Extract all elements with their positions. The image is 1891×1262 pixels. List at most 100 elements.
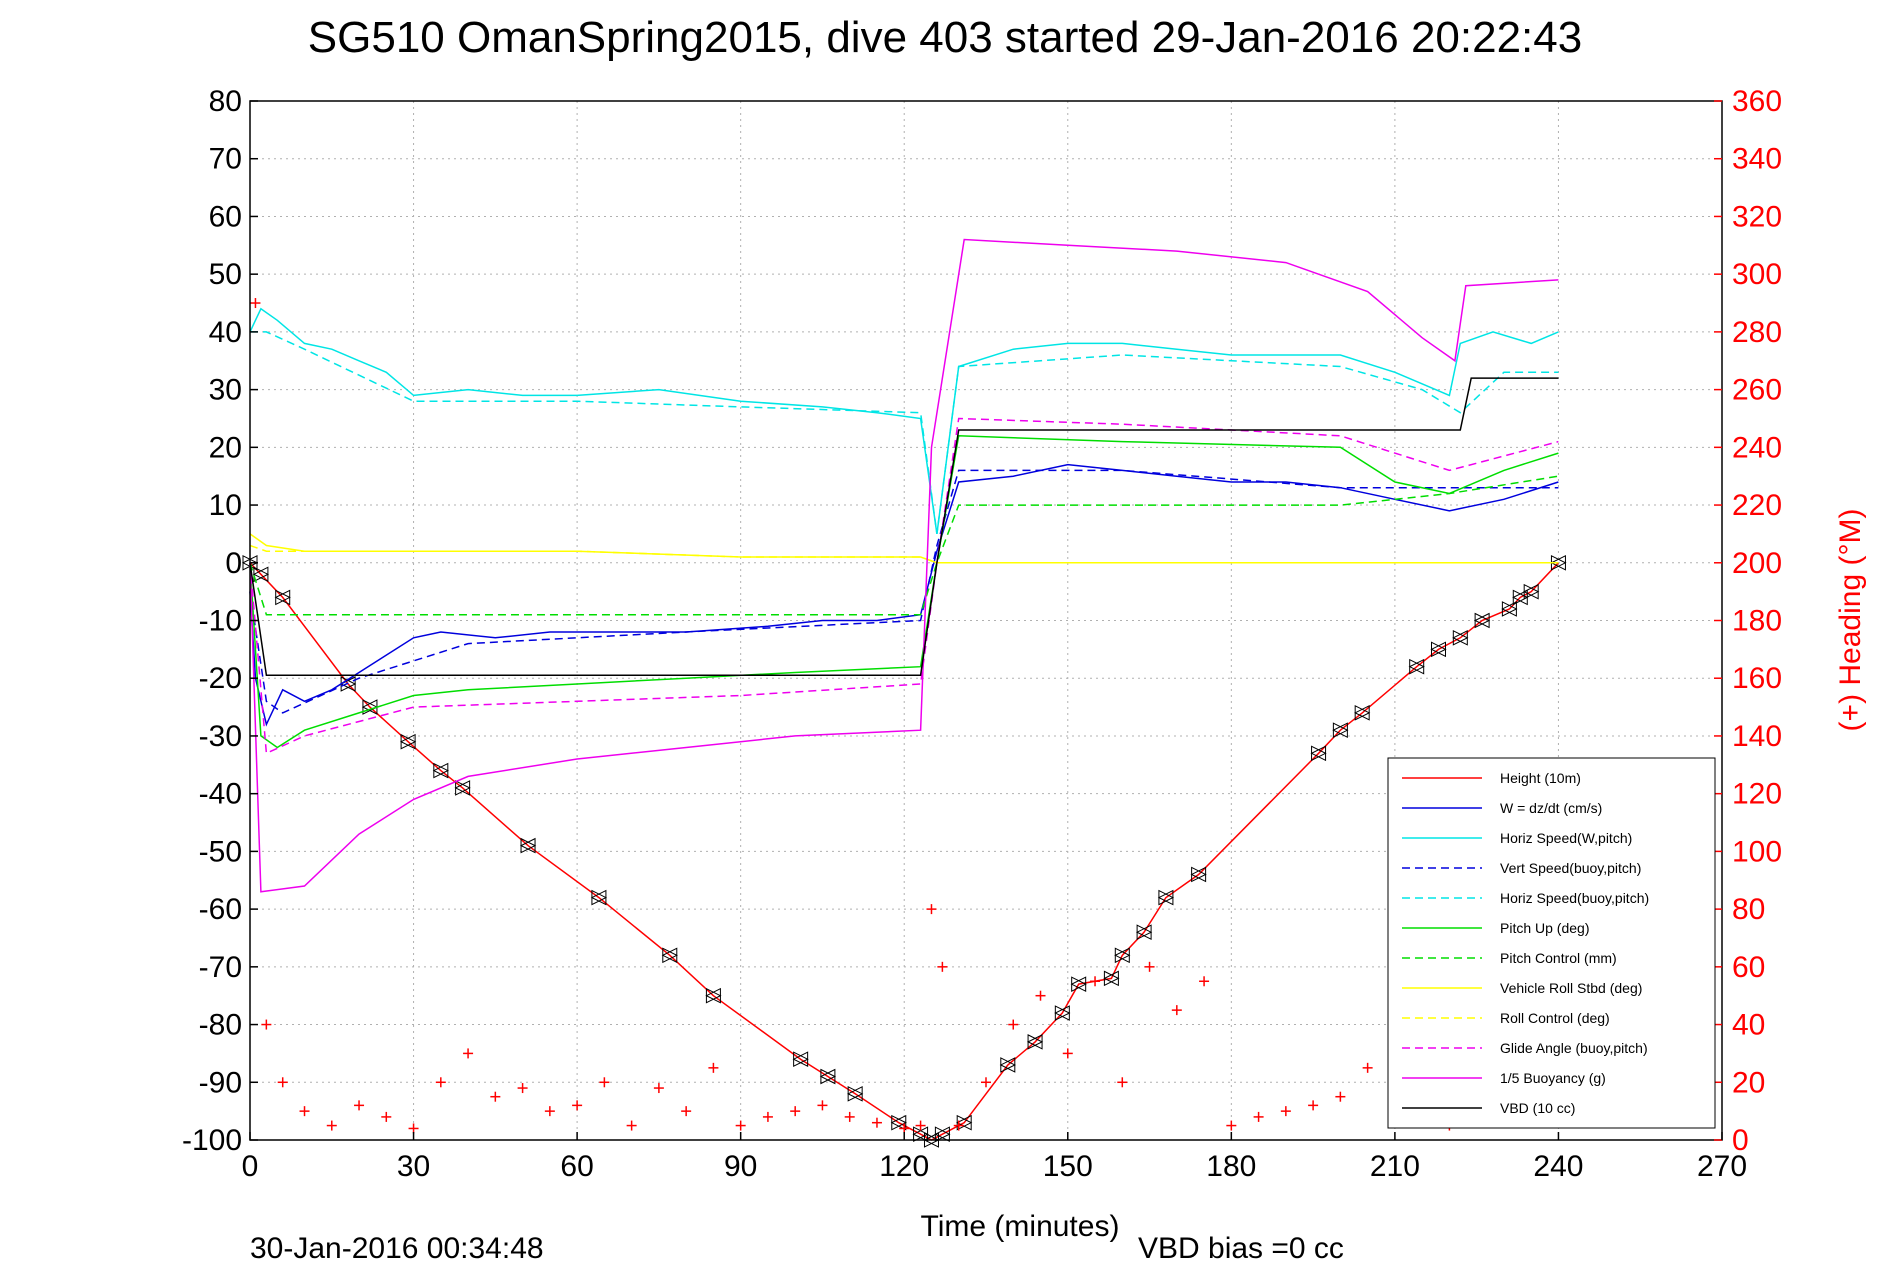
depth-sample-marker [1452, 630, 1469, 646]
legend-box [1387, 757, 1716, 1129]
depth-sample-marker [432, 762, 449, 779]
depth-sample-marker [1135, 924, 1153, 941]
heading-marker [681, 1106, 692, 1117]
depth-sample-marker [1474, 612, 1491, 629]
left-axis: 80 70 60 50 40 30 20 10 0 -10 -20 -30 -40 -50 -60 -70 -8… [182, 85, 258, 1157]
depth-sample-marker [1501, 601, 1518, 617]
heading-marker [1199, 976, 1210, 987]
right-tick-label: 320 [1732, 200, 1782, 233]
depth-sample-marker [1103, 970, 1120, 987]
right-tick-label: 20 [1732, 1066, 1765, 1099]
heading-marker [1117, 1077, 1128, 1088]
left-tick-label: 20 [209, 431, 242, 464]
heading-marker [261, 1019, 272, 1030]
depth-sample-marker [1070, 976, 1087, 992]
depth-sample-marker [1408, 658, 1425, 675]
heading-marker [408, 1123, 419, 1134]
left-tick-label: 60 [209, 200, 242, 233]
depth-sample-marker [590, 889, 608, 906]
left-tick-label: -10 [199, 605, 242, 638]
bottom-tick-label: 30 [397, 1150, 430, 1183]
left-tick-label: 70 [209, 143, 242, 176]
right-tick-label: 0 [1732, 1124, 1749, 1157]
heading-marker [250, 298, 261, 309]
series-layer [241, 238, 1567, 1148]
heading-marker [790, 1106, 801, 1117]
x-axis-label: Time (minutes) [921, 1210, 1120, 1243]
bottom-tick-label: 120 [879, 1150, 929, 1183]
heading-marker [1335, 1091, 1346, 1102]
heading-marker [599, 1077, 610, 1088]
series-line-4 [250, 331, 1559, 534]
bottom-axis: 0 30 60 90 120 150 180 210 240 270 [242, 1132, 1747, 1183]
depth-sample-marker [1157, 889, 1175, 906]
right-axis-label: (+) Heading (°M) [1834, 509, 1867, 732]
heading-marker [1035, 990, 1046, 1001]
legend-entry: Height (10m) [1500, 770, 1581, 786]
heading-marker [762, 1111, 773, 1122]
heading-marker [544, 1106, 555, 1117]
heading-marker [299, 1106, 310, 1117]
heading-marker [1062, 1048, 1073, 1059]
depth-sample-marker [252, 566, 270, 583]
heading-marker [1144, 961, 1155, 972]
bottom-tick-label: 90 [724, 1150, 757, 1183]
heading-marker [844, 1111, 855, 1122]
depth-sample-marker [399, 733, 417, 750]
left-tick-label: 30 [209, 374, 242, 407]
heading-marker [981, 1077, 991, 1088]
heading-marker [1090, 976, 1101, 987]
left-tick-label: -20 [199, 662, 242, 695]
right-tick-label: 260 [1732, 374, 1782, 407]
legend-entry: Vehicle Roll Stbd (deg) [1500, 980, 1642, 996]
heading-marker [326, 1120, 337, 1131]
series-line-6 [249, 475, 1559, 616]
heading-marker [937, 961, 948, 972]
bottom-tick-label: 60 [560, 1150, 593, 1183]
depth-sample-marker [890, 1114, 907, 1131]
heading-marker [915, 1120, 926, 1131]
legend-entry: 1/5 Buoyancy (g) [1500, 1070, 1606, 1086]
right-tick-label: 300 [1732, 258, 1782, 291]
depth-sample-marker [1332, 722, 1349, 738]
heading-marker [1171, 1005, 1182, 1016]
heading-marker [817, 1100, 828, 1111]
left-tick-label: -70 [199, 951, 242, 984]
left-tick-label: 50 [209, 258, 242, 291]
heading-marker [572, 1100, 583, 1111]
depth-sample-marker [847, 1086, 864, 1102]
right-tick-label: 60 [1732, 951, 1765, 984]
depth-sample-marker [999, 1057, 1016, 1073]
depth-sample-marker [1430, 641, 1447, 658]
heading-marker [1226, 1120, 1237, 1131]
heading-marker [626, 1120, 637, 1131]
heading-marker [1280, 1106, 1291, 1117]
series-line-7 [249, 533, 1559, 564]
series-line-11 [249, 377, 1559, 677]
legend-entry: Pitch Control (mm) [1500, 950, 1617, 966]
heading-marker [926, 904, 937, 915]
right-tick-label: 120 [1732, 778, 1782, 811]
heading-marker [490, 1091, 501, 1102]
series-line-5 [249, 435, 1559, 749]
right-tick-label: 140 [1732, 720, 1782, 753]
depth-sample-marker [274, 589, 291, 606]
left-tick-label: -80 [199, 1009, 242, 1042]
left-tick-label: -40 [199, 778, 242, 811]
series-line-0 [249, 562, 1559, 1141]
left-tick-label: -50 [199, 835, 242, 868]
heading-marker [435, 1077, 446, 1088]
heading-marker [354, 1100, 365, 1111]
heading-marker [871, 1117, 882, 1128]
heading-marker [653, 1083, 664, 1094]
heading-marker [1008, 1019, 1019, 1030]
series-line-10 [249, 238, 1559, 893]
depth-sample-marker [956, 1114, 973, 1131]
right-tick-label: 360 [1732, 85, 1782, 118]
heading-marker [899, 1123, 910, 1134]
series-line-3 [249, 469, 1559, 714]
legend-entry: Roll Control (deg) [1500, 1010, 1610, 1026]
depth-sample-marker [819, 1068, 837, 1085]
left-tick-label: -30 [199, 720, 242, 753]
right-tick-label: 80 [1732, 893, 1765, 926]
